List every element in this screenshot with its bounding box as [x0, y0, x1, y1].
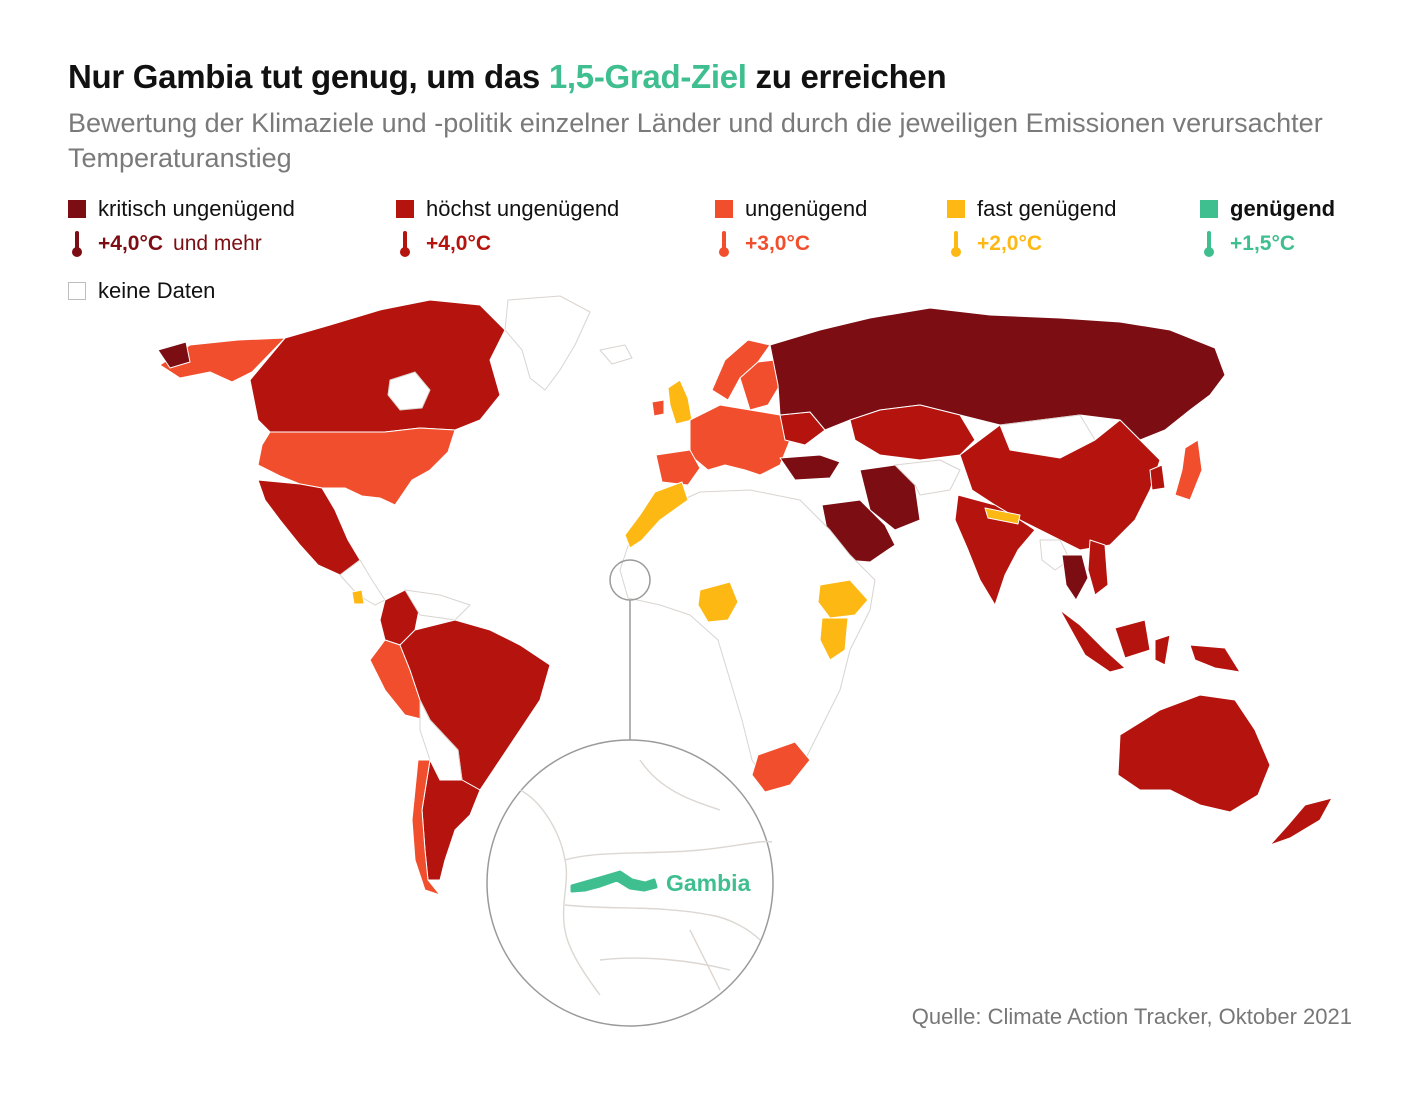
legend-label: kritisch ungenügend: [98, 196, 295, 221]
thermometer-icon: [719, 231, 729, 257]
morocco: [624, 481, 689, 549]
kazakhstan: [849, 404, 976, 461]
central-asia: [894, 459, 961, 496]
norway: [711, 339, 771, 401]
chart-subtitle: Bewertung der Klimaziele und -politik ei…: [68, 108, 1323, 173]
chile: [411, 759, 441, 896]
indonesia: [1059, 609, 1126, 673]
thermometer-icon: [951, 231, 961, 257]
mexico: [257, 479, 361, 576]
legend-label: genügend: [1230, 196, 1336, 221]
legend-label: fast genügend: [977, 196, 1117, 221]
ireland: [651, 399, 665, 417]
legend-swatch: [1200, 200, 1218, 218]
legend-item-hoechst: höchst ungenügend +4,0°C: [396, 196, 619, 258]
legend-temp: +3,0°C: [745, 232, 811, 255]
legend-temp: +2,0°C: [977, 232, 1043, 255]
legend-swatch: [715, 200, 733, 218]
kenya: [819, 617, 849, 661]
hudson-bay: [387, 371, 431, 411]
new-zealand: [1269, 797, 1333, 846]
sulawesi: [1154, 634, 1171, 666]
gambia-shape: [570, 870, 658, 893]
legend-item-fast: fast genügend +2,0°C: [947, 196, 1116, 258]
legend-temp-extra: und mehr: [173, 232, 262, 255]
nepal: [984, 507, 1021, 525]
legend-swatch: [947, 200, 965, 218]
legend-item-ungenuegend: ungenügend +3,0°C: [715, 196, 867, 258]
japan: [1174, 439, 1203, 501]
nigeria: [697, 581, 739, 623]
venezuela-region: [404, 589, 471, 621]
chart-title: Nur Gambia tut genug, um das 1,5-Grad-Zi…: [68, 58, 947, 96]
thermometer-icon: [1204, 231, 1214, 257]
thermometer-icon: [72, 231, 82, 257]
russia: [769, 307, 1226, 441]
legend-label: ungenügend: [745, 196, 868, 221]
title-part-2: zu erreichen: [746, 58, 947, 95]
south-africa: [751, 741, 811, 793]
legend-item-nodata: keine Daten: [68, 278, 215, 304]
borneo: [1114, 619, 1151, 659]
usa: [257, 427, 456, 506]
korea: [1149, 464, 1166, 491]
legend-label: höchst ungenügend: [426, 196, 620, 221]
legend-item-kritisch: kritisch ungenügend +4,0°C und mehr: [68, 196, 295, 258]
australia: [1117, 694, 1271, 813]
turkey: [779, 454, 841, 481]
legend-label: keine Daten: [98, 278, 216, 303]
ethiopia: [817, 579, 869, 619]
canada: [249, 299, 506, 433]
thailand: [1061, 554, 1089, 601]
legend-item-genuegend: genügend +1,5°C: [1200, 196, 1335, 258]
europe-eu: [689, 404, 791, 476]
inset-borders: [519, 759, 773, 996]
legend-swatch-nodata: [68, 282, 86, 300]
alaska: [159, 337, 286, 383]
legend-swatch: [68, 200, 86, 218]
title-part-1: Nur Gambia tut genug, um das: [68, 58, 549, 95]
vietnam: [1087, 539, 1109, 596]
new-guinea: [1189, 644, 1241, 673]
legend-temp: +4,0°C: [98, 232, 164, 255]
uk: [667, 379, 693, 425]
source-note: Quelle: Climate Action Tracker, Oktober …: [911, 1004, 1352, 1029]
legend-temp: +4,0°C: [426, 232, 492, 255]
inset-label-gambia: Gambia: [666, 870, 751, 896]
legend-temp: +1,5°C: [1230, 232, 1296, 255]
iceland: [599, 344, 633, 365]
costa-rica: [351, 589, 365, 605]
title-highlight: 1,5-Grad-Ziel: [548, 58, 747, 95]
legend-swatch: [396, 200, 414, 218]
iberia: [655, 449, 701, 486]
thermometer-icon: [400, 231, 410, 257]
aleutian-islands: [157, 341, 191, 369]
greenland: [504, 295, 591, 391]
